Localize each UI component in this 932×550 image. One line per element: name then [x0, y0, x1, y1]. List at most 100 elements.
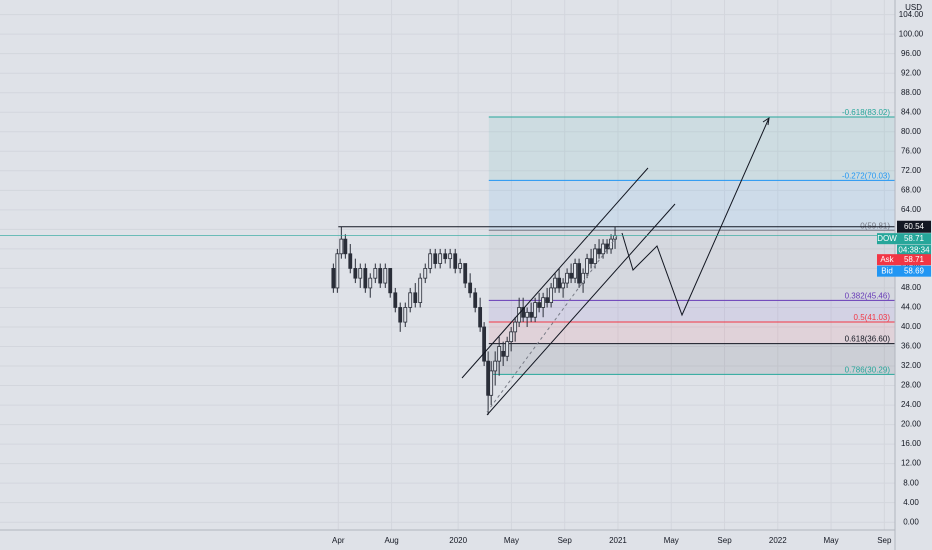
- y-tick-label: 84.00: [901, 107, 922, 116]
- candle-body: [597, 248, 601, 255]
- resistance-tag-label: 60.54: [904, 222, 925, 231]
- y-tick-label: 44.00: [901, 303, 922, 312]
- candle-body: [463, 263, 468, 284]
- candle-body: [541, 297, 546, 308]
- drawings: [461, 116, 770, 416]
- candle-body: [433, 253, 438, 264]
- x-tick-label: Apr: [332, 536, 345, 545]
- last-price-tag: [877, 233, 897, 245]
- candle-body: [525, 311, 530, 318]
- y-tick-label: 80.00: [901, 127, 922, 136]
- fib-label: -0.272(70.03): [842, 172, 890, 181]
- candle-body: [393, 292, 398, 308]
- fib-label: 0.5(41.03): [854, 313, 891, 322]
- fib-label: -0.618(83.02): [842, 108, 890, 117]
- price-overlay: [0, 226, 895, 236]
- candle-body: [403, 307, 408, 323]
- candle-body: [358, 268, 363, 279]
- candle-body: [601, 243, 605, 255]
- x-tick-label: May: [824, 536, 839, 545]
- candle-body: [398, 307, 403, 323]
- resistance-tag: [897, 220, 931, 233]
- candle-body: [453, 253, 458, 269]
- candle-body: [378, 268, 383, 284]
- candle-body: [581, 272, 585, 284]
- countdown-box: [897, 244, 931, 256]
- candle-body: [589, 258, 593, 264]
- candle-body: [363, 268, 368, 289]
- candle-body: [565, 272, 569, 284]
- candle-body: [408, 292, 413, 308]
- candle-body: [537, 302, 542, 308]
- candles: [331, 226, 617, 415]
- x-tick-label: Sep: [877, 536, 892, 545]
- candle-body: [553, 277, 558, 289]
- candle-body: [577, 263, 581, 284]
- channel-upper: [461, 167, 649, 379]
- countdown: 04:38:34: [898, 245, 930, 254]
- x-tick-label: May: [664, 536, 679, 545]
- last-price-value-box: [897, 233, 931, 245]
- candle-body: [549, 287, 554, 303]
- candle-body: [331, 268, 336, 289]
- fib-band: [488, 117, 895, 181]
- y-tick-label: 104.00: [899, 10, 924, 19]
- candle-body: [509, 331, 514, 343]
- candle-body: [493, 360, 498, 372]
- candle-body: [413, 292, 418, 303]
- fibonacci: -0.618(83.02) -0.272(70.03) 0(59.81) 0.382(…: [488, 108, 895, 375]
- candle-body: [423, 268, 428, 279]
- channel-mid: [486, 235, 618, 413]
- x-tick-label: May: [504, 536, 519, 545]
- candle-body: [593, 248, 597, 264]
- x-tick-label: Sep: [558, 536, 573, 545]
- y-tick-label: 92.00: [901, 68, 922, 77]
- y-tick-label: 40.00: [901, 322, 922, 331]
- y-tick-label: 76.00: [901, 146, 922, 155]
- channel-lower: [486, 203, 676, 416]
- ask-value: 58.71: [904, 255, 925, 264]
- currency: USD: [905, 3, 922, 12]
- candle-body: [428, 253, 433, 269]
- fib-band: [488, 321, 895, 344]
- bid-tag: [877, 265, 897, 277]
- candle-body: [533, 302, 538, 318]
- fib-label: 0.618(36.60): [845, 335, 891, 344]
- y-tick-label: 48.00: [901, 283, 922, 292]
- fib-label: 0.382(45.46): [845, 291, 891, 300]
- y-tick-label: 28.00: [901, 381, 922, 390]
- y-tick-label: 100.00: [899, 29, 924, 38]
- candle-body: [339, 238, 344, 255]
- fib-band: [488, 180, 895, 231]
- candle-body: [448, 253, 453, 260]
- candle-body: [569, 272, 573, 279]
- y-tick-label: 12.00: [901, 459, 922, 468]
- candle-body: [438, 253, 443, 264]
- candle-body: [497, 346, 502, 362]
- bid-value: 58.69: [904, 266, 925, 275]
- candle-body: [609, 238, 613, 250]
- candle-body: [557, 277, 562, 289]
- candle-body: [343, 238, 348, 255]
- y-tick-label: 32.00: [901, 361, 922, 370]
- y-tick-label: 4.00: [903, 498, 919, 507]
- candle-body: [501, 350, 506, 357]
- ask-name: Ask: [880, 255, 894, 264]
- y-tick-label: 0.00: [903, 517, 919, 526]
- candle-body: [605, 243, 609, 250]
- candle-body: [529, 311, 534, 318]
- candle-body: [561, 282, 566, 289]
- candle-body: [388, 268, 393, 294]
- candle-body: [353, 268, 358, 279]
- fib-band: [488, 300, 895, 322]
- y-tick-label: 88.00: [901, 88, 922, 97]
- candle-body: [521, 307, 526, 318]
- x-tick-label: Sep: [717, 536, 732, 545]
- candle-body: [489, 370, 494, 396]
- projection-path: [621, 117, 770, 317]
- ask-value-box: [897, 254, 931, 266]
- candle-body: [573, 263, 577, 279]
- grid: [0, 0, 895, 530]
- candle-body: [513, 321, 518, 333]
